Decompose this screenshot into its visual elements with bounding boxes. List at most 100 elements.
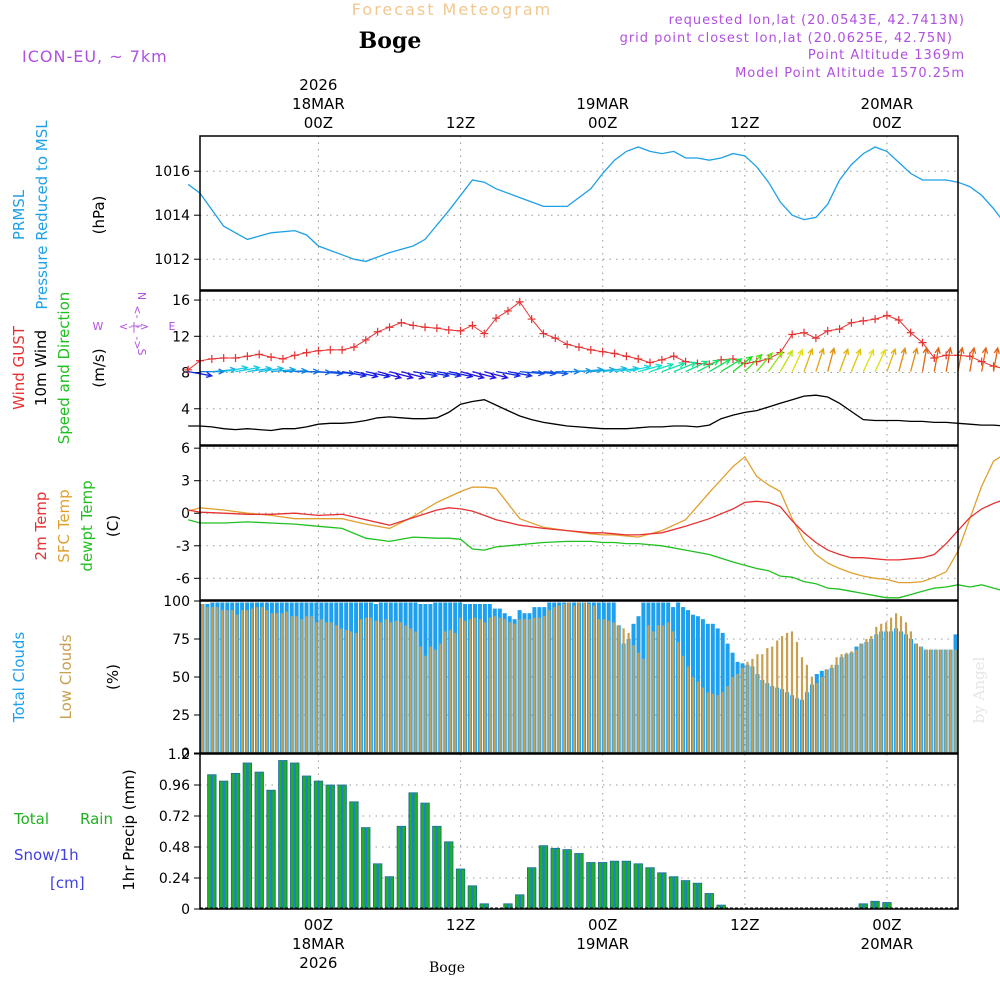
- gust-marker: [290, 351, 299, 360]
- low-cloud-bar: [909, 631, 912, 753]
- low-cloud-bar: [573, 605, 576, 753]
- low-cloud-bar: [548, 610, 551, 753]
- low-cloud-bar: [776, 640, 779, 753]
- wind-direction-arrow: [377, 370, 403, 380]
- low-cloud-bar: [642, 658, 645, 753]
- gust-marker: [267, 353, 276, 362]
- low-cloud-bar: [488, 617, 491, 753]
- precip-bar-center: [554, 848, 557, 909]
- precip-bar-center: [637, 863, 640, 909]
- precip-bar-center: [471, 885, 474, 910]
- low-cloud-bar: [335, 625, 338, 753]
- low-cloud-bar: [568, 602, 571, 753]
- low-cloud-bar: [870, 636, 873, 753]
- gust-marker: [740, 359, 749, 368]
- gust-marker: [492, 314, 501, 323]
- cloud-bars: [200, 602, 958, 753]
- wind-ytick-label: 12: [172, 329, 190, 345]
- low-cloud-bar: [597, 619, 600, 753]
- low-cloud-bar: [439, 643, 442, 753]
- low-cloud-bar: [850, 651, 853, 753]
- gust-marker: [894, 315, 903, 324]
- wind-direction-arrow: [649, 362, 675, 373]
- precip-bar-center: [648, 867, 652, 909]
- clouds-unit: (%): [104, 664, 122, 690]
- low-cloud-bar: [359, 619, 363, 753]
- wind-unit: (m/s): [90, 348, 108, 387]
- low-cloud-bar: [399, 622, 402, 753]
- low-cloud-bar: [830, 664, 833, 753]
- gust-marker: [480, 329, 489, 338]
- watermark: by Angel: [970, 656, 988, 723]
- gust-marker: [563, 340, 572, 349]
- precip-legend-rain: Rain: [80, 810, 113, 828]
- low-cloud-bar: [543, 616, 546, 753]
- time-label: 19MAR: [576, 95, 629, 113]
- low-cloud-bar: [300, 619, 303, 753]
- low-cloud-bar: [459, 617, 462, 753]
- wind-legend-speed: 10m Wind: [32, 330, 50, 406]
- time-label: 20MAR: [861, 935, 914, 953]
- wind-direction-arrows: [188, 347, 1000, 380]
- compass-north: N: [135, 292, 148, 300]
- temperature-grid-horizontal: -6 -3 0 3 6: [176, 441, 958, 587]
- clouds-ytick-label: 25: [172, 708, 190, 724]
- temperature-ytick-label: 3: [181, 474, 190, 490]
- gust-marker: [634, 354, 643, 363]
- gust-marker: [184, 365, 193, 374]
- low-cloud-bar: [221, 610, 224, 753]
- time-label: 18MAR: [292, 95, 345, 113]
- gust-marker: [373, 327, 382, 336]
- wind-direction-arrow: [507, 370, 534, 379]
- low-cloud-bar: [587, 604, 590, 753]
- low-cloud-bar: [880, 623, 883, 753]
- low-cloud-bar: [464, 620, 467, 753]
- precip-ytick-label: 0: [181, 902, 190, 918]
- low-cloud-bar: [790, 631, 794, 753]
- precip-bar-center: [234, 773, 237, 909]
- wind-direction-arrow: [886, 347, 897, 372]
- low-cloud-bar: [672, 631, 675, 753]
- wind-direction-arrow: [756, 352, 774, 373]
- low-cloud-bar: [315, 622, 318, 753]
- gust-marker: [622, 352, 631, 361]
- temp-legend-dewpt: dewpt Temp: [78, 480, 96, 571]
- total-cloud-bar: [710, 623, 715, 753]
- low-cloud-bar: [781, 636, 784, 753]
- precip-bar-center: [246, 763, 249, 909]
- precip-bar-center: [376, 863, 379, 909]
- low-cloud-bar: [364, 617, 368, 753]
- low-cloud-bar: [563, 604, 566, 753]
- low-cloud-bar: [919, 646, 922, 753]
- temperature-ytick-label: 0: [181, 506, 190, 522]
- low-cloud-bar: [582, 602, 586, 753]
- low-cloud-bar: [250, 608, 254, 753]
- compass-arrows: <-|->: [119, 320, 149, 333]
- gust-marker: [385, 323, 394, 332]
- low-cloud-bar: [706, 692, 709, 753]
- time-label: 12Z: [446, 114, 475, 132]
- total-cloud-bar: [715, 628, 720, 753]
- low-cloud-bar: [330, 622, 333, 753]
- precip-ytick-label: 0.24: [159, 871, 190, 887]
- clouds-frame: [199, 600, 959, 754]
- low-cloud-bar: [939, 649, 942, 753]
- wind-ytick-label: 16: [172, 293, 190, 309]
- precip-bar-center: [364, 827, 367, 909]
- low-cloud-bar: [855, 649, 858, 753]
- gust-marker: [326, 345, 335, 354]
- compass-dash-s: ->: [131, 336, 144, 349]
- gust-marker: [397, 318, 406, 327]
- low-cloud-bar: [761, 654, 764, 753]
- low-cloud-bar: [929, 649, 932, 753]
- low-cloud-bar: [553, 607, 556, 753]
- precip-bar-center: [258, 772, 261, 909]
- gust-marker: [835, 325, 844, 334]
- low-cloud-bar: [374, 620, 377, 753]
- low-cloud-bar: [949, 649, 952, 753]
- precip-bar-center: [329, 785, 332, 909]
- time-label: 20MAR: [861, 95, 914, 113]
- gust-marker: [646, 358, 655, 367]
- compass-south: S: [135, 349, 148, 356]
